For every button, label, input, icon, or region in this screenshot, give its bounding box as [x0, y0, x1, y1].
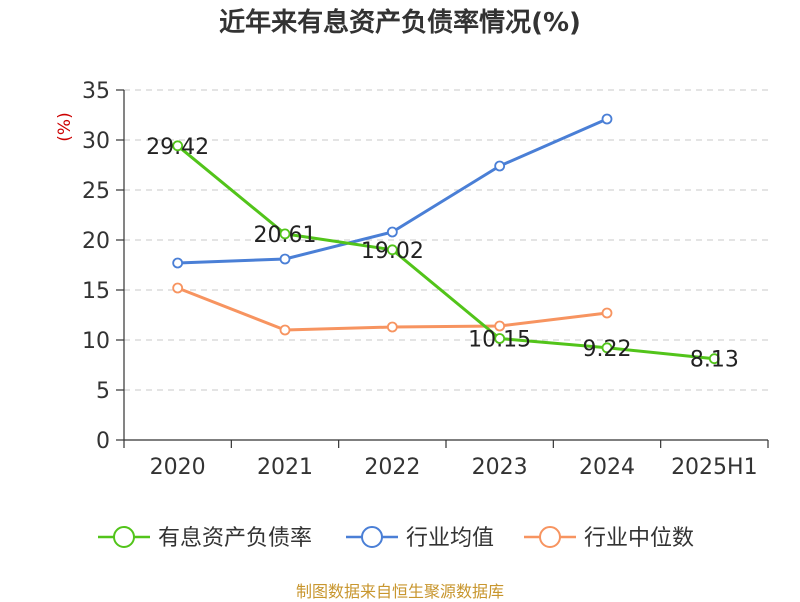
legend-marker: [539, 526, 561, 548]
data-label: 9.22: [583, 337, 632, 362]
data-label: 29.42: [146, 135, 209, 160]
data-point: [279, 253, 291, 265]
y-axis-unit-label: (%): [55, 112, 75, 141]
data-label: 10.15: [468, 328, 531, 353]
data-label: 20.61: [254, 223, 317, 248]
data-point: [386, 244, 398, 256]
grid-lines: [124, 89, 768, 391]
series-line: [176, 144, 715, 361]
x-tick-label: 2025H1: [671, 455, 758, 480]
chart-title: 近年来有息资产负债率情况(%): [219, 8, 581, 38]
x-tick-label: 2024: [579, 455, 635, 480]
legend-marker: [361, 526, 383, 548]
y-tick-label: 20: [82, 229, 110, 254]
y-tick-label: 10: [82, 329, 110, 354]
data-label: 19.02: [361, 239, 424, 264]
data-point: [279, 228, 291, 240]
data-point: [601, 342, 613, 354]
x-tick-label: 2022: [364, 455, 420, 480]
data-point: [494, 320, 506, 332]
data-point: [386, 226, 398, 238]
data-point: [172, 282, 184, 294]
y-tick-label: 0: [96, 429, 110, 454]
data-point: [279, 324, 291, 336]
data-point: [601, 113, 613, 125]
y-tick-label: 5: [96, 379, 110, 404]
y-axis-ticks: 0 5 10 15 20 25 30 35: [82, 79, 124, 454]
y-tick-label: 30: [82, 129, 110, 154]
x-tick-label: 2020: [150, 455, 206, 480]
legend: 有息资产负债率 行业均值 行业中位数: [98, 526, 694, 551]
x-tick-label: 2021: [257, 455, 313, 480]
data-point: [494, 333, 506, 344]
y-tick-label: 15: [82, 279, 110, 304]
axes: [123, 90, 768, 441]
data-label: 8.13: [690, 348, 739, 373]
data-point: [386, 321, 398, 333]
data-point: [601, 307, 613, 319]
data-point: [708, 353, 720, 365]
legend-label: 行业均值: [406, 526, 494, 551]
data-point: [172, 257, 184, 269]
y-tick-label: 35: [82, 79, 110, 104]
x-tick-label: 2023: [472, 455, 528, 480]
data-point: [172, 140, 184, 152]
y-tick-label: 25: [82, 179, 110, 204]
source-note: 制图数据来自恒生聚源数据库: [295, 582, 504, 601]
series-lines: [172, 113, 720, 365]
legend-label: 有息资产负债率: [158, 526, 312, 551]
data-labels: 29.42 20.61 19.02 10.15 9.22 8.13: [146, 135, 739, 373]
legend-label: 行业中位数: [584, 526, 694, 551]
x-axis-ticks: 2020 2021 2022 2023 2024 2025H1: [123, 440, 769, 480]
data-point: [494, 160, 506, 172]
legend-marker: [113, 526, 135, 548]
